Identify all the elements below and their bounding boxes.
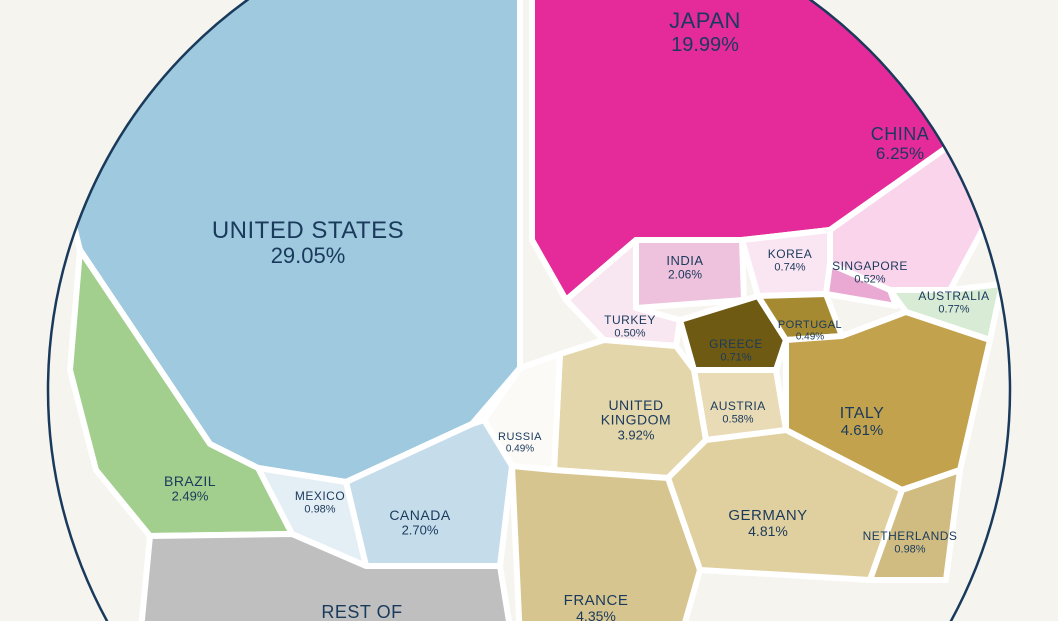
label-rest: REST OF bbox=[321, 602, 402, 621]
label-japan: JAPAN19.99% bbox=[669, 8, 741, 56]
label-name-united-states: UNITED STATES bbox=[212, 217, 404, 244]
label-name-austria: AUSTRIA bbox=[710, 399, 766, 413]
label-pct-netherlands: 0.98% bbox=[894, 544, 925, 556]
label-name-canada: CANADA bbox=[389, 507, 451, 523]
label-name-brazil: BRAZIL bbox=[164, 473, 216, 489]
label-pct-portugal: 0.49% bbox=[796, 332, 824, 343]
label-pct-india: 2.06% bbox=[668, 268, 702, 282]
label-india: INDIA2.06% bbox=[666, 253, 703, 282]
label-pct-greece: 0.71% bbox=[720, 352, 751, 364]
label-pct-france: 4.35% bbox=[576, 608, 616, 621]
label-pct-russia: 0.49% bbox=[506, 444, 534, 455]
label-name-turkey: TURKEY bbox=[604, 313, 656, 327]
label-italy: ITALY4.61% bbox=[840, 405, 885, 439]
label-name-portugal: PORTUGAL bbox=[778, 319, 842, 331]
label-pct-austria: 0.58% bbox=[722, 414, 753, 426]
label-pct-mexico: 0.98% bbox=[304, 504, 335, 516]
label-name-japan: JAPAN bbox=[669, 8, 741, 33]
label-pct-korea: 0.74% bbox=[774, 262, 805, 274]
label-pct-singapore: 0.52% bbox=[854, 274, 885, 286]
label-name-india: INDIA bbox=[666, 253, 703, 268]
label-name-china: CHINA bbox=[871, 124, 930, 144]
label-pct-turkey: 0.50% bbox=[614, 328, 645, 340]
label-name-korea: KOREA bbox=[768, 247, 813, 261]
label-name-france: FRANCE bbox=[564, 592, 629, 609]
label-name-australia: AUSTRALIA bbox=[918, 289, 989, 303]
voronoi-pie-chart: UNITED STATES29.05% JAPAN19.99% CHINA6.25%… bbox=[0, 0, 1058, 621]
label-name-russia: RUSSIA bbox=[498, 431, 542, 443]
label-pct-australia: 0.77% bbox=[938, 304, 969, 316]
label-name-united-kingdom: KINGDOM bbox=[601, 412, 671, 428]
label-pct-italy: 4.61% bbox=[841, 422, 884, 439]
label-name-singapore: SINGAPORE bbox=[832, 259, 908, 273]
label-pct-united-states: 29.05% bbox=[271, 243, 346, 268]
label-name-rest: REST OF bbox=[321, 602, 402, 621]
label-china: CHINA6.25% bbox=[871, 124, 930, 163]
label-brazil: BRAZIL2.49% bbox=[164, 473, 216, 504]
label-pct-china: 6.25% bbox=[876, 144, 924, 163]
label-pct-germany: 4.81% bbox=[748, 523, 788, 539]
label-pct-united-kingdom: 3.92% bbox=[618, 427, 655, 442]
label-pct-japan: 19.99% bbox=[671, 34, 739, 56]
label-name-netherlands: NETHERLANDS bbox=[863, 529, 958, 543]
label-name-germany: GERMANY bbox=[728, 507, 807, 524]
label-name-mexico: MEXICO bbox=[295, 489, 345, 503]
label-pct-canada: 2.70% bbox=[402, 523, 439, 538]
label-name-italy: ITALY bbox=[840, 405, 885, 422]
label-korea: KOREA0.74% bbox=[768, 247, 813, 274]
label-name-greece: GREECE bbox=[709, 337, 763, 351]
label-pct-brazil: 2.49% bbox=[172, 489, 209, 504]
label-name-united-kingdom: UNITED bbox=[608, 397, 663, 413]
